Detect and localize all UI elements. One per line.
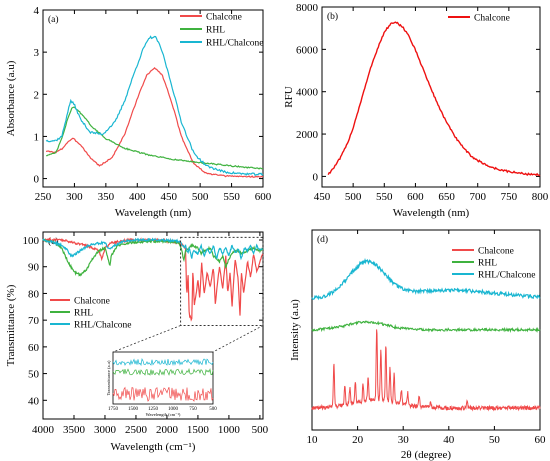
inset-series-line	[112, 386, 214, 402]
panel-label: (a)	[48, 14, 59, 25]
y-tick-label: 100	[23, 235, 40, 247]
x-tick-label: 300	[66, 191, 83, 203]
inset-x-tick-label: 1750	[108, 407, 119, 412]
x-tick-label: 600	[407, 191, 424, 203]
x-tick-label: 4000	[32, 424, 55, 436]
x-tick-label: 600	[255, 191, 272, 203]
legend-label: RHL	[206, 26, 225, 36]
series-line-chalcone	[327, 21, 541, 177]
legend-label: Chalcone	[474, 14, 510, 24]
x-tick-label: 40	[443, 434, 455, 446]
inset-x-axis-label: Wavelength (cm⁻¹)	[146, 412, 181, 417]
x-tick-label: 700	[469, 191, 486, 203]
inset-series-line	[112, 358, 214, 367]
y-tick-label: 4	[34, 5, 40, 17]
series-line-rhl	[42, 238, 264, 277]
inset-x-tick-label: 750	[189, 407, 197, 412]
x-tick-label: 1000	[218, 424, 241, 436]
plot-frame	[321, 6, 541, 188]
legend-label: RHL	[478, 259, 497, 269]
legend-label: Chalcone	[206, 13, 242, 23]
inset-x-tick-label: 500	[209, 407, 217, 412]
legend-label: RHL	[74, 309, 93, 319]
x-axis-label: Wavelength (nm)	[393, 207, 470, 219]
x-tick-label: 500	[252, 424, 269, 436]
series-line-chalcone	[311, 329, 541, 412]
x-tick-label: 500	[345, 191, 362, 203]
x-axis-label: 2θ (degree)	[401, 449, 451, 461]
x-tick-label: 350	[98, 191, 115, 203]
x-tick-label: 3000	[94, 424, 117, 436]
x-tick-label: 30	[398, 434, 410, 446]
y-tick-label: 6000	[296, 44, 319, 56]
x-tick-label: 800	[532, 191, 549, 203]
y-axis-label: Absorbance (a.u)	[5, 60, 17, 136]
x-tick-label: 250	[35, 191, 52, 203]
x-tick-label: 450	[314, 191, 331, 203]
series-line-rhl	[46, 106, 263, 170]
y-tick-label: 0	[34, 174, 40, 186]
zoom-guide-line	[212, 325, 264, 353]
x-tick-label: 550	[223, 191, 240, 203]
x-tick-label: 750	[501, 191, 518, 203]
x-tick-label: 450	[160, 191, 177, 203]
y-axis-label: RFU	[283, 86, 295, 107]
legend-label: RHL/Chalcone	[206, 39, 264, 49]
x-axis-label: Wavelength (nm)	[115, 207, 192, 219]
series-line-rhl-chalcone	[42, 237, 264, 261]
x-tick-label: 500	[192, 191, 209, 203]
inset-x-tick-label: 1500	[128, 407, 139, 412]
inset-x-tick-label: 1250	[148, 407, 159, 412]
x-tick-label: 50	[489, 434, 501, 446]
x-tick-label: 650	[438, 191, 455, 203]
y-axis-label: Intensity (a.u)	[289, 299, 301, 361]
plot-frame	[42, 9, 264, 188]
y-tick-label: 8000	[296, 2, 319, 14]
y-tick-label: 4000	[296, 87, 319, 99]
x-tick-label: 60	[535, 434, 547, 446]
y-tick-label: 0	[313, 171, 319, 183]
y-tick-label: 1	[34, 131, 40, 143]
y-tick-label: 70	[28, 315, 40, 327]
legend-label: RHL/Chalcone	[478, 271, 536, 281]
x-tick-label: 2500	[125, 424, 148, 436]
y-tick-label: 60	[28, 342, 40, 354]
zoom-box	[180, 236, 264, 326]
y-tick-label: 40	[28, 395, 40, 407]
y-axis-label: Transmittance (%)	[5, 284, 17, 366]
panel-label: (b)	[327, 11, 338, 22]
y-tick-label: 2	[34, 89, 40, 101]
y-tick-label: 80	[28, 288, 40, 300]
x-axis-label: Wavelength (cm⁻¹)	[111, 441, 196, 453]
x-tick-label: 2000	[156, 424, 179, 436]
series-line-rhl-chalcone	[311, 257, 541, 301]
x-tick-label: 3500	[63, 424, 86, 436]
legend-label: RHL/Chalcone	[74, 321, 132, 331]
x-tick-label: 10	[307, 434, 319, 446]
x-tick-label: 550	[376, 191, 393, 203]
series-line-rhl	[311, 320, 541, 333]
legend-label: Chalcone	[74, 297, 110, 307]
y-tick-label: 90	[28, 262, 40, 274]
zoom-guide-line	[112, 325, 181, 353]
panel-label: (d)	[317, 234, 328, 245]
series-line-rhl-chalcone	[45, 35, 264, 176]
y-tick-label: 50	[28, 369, 40, 381]
series-line-chalcone	[45, 67, 264, 178]
y-tick-label: 3	[34, 47, 40, 59]
inset-x-tick-label: 1000	[168, 407, 179, 412]
y-tick-label: 2000	[296, 129, 319, 141]
x-tick-label: 20	[352, 434, 364, 446]
x-tick-label: 1500	[187, 424, 210, 436]
inset-series-line	[112, 367, 214, 376]
inset-y-axis-label: Transmittance (a.u)	[106, 360, 111, 396]
x-tick-label: 400	[129, 191, 146, 203]
legend-label: Chalcone	[478, 247, 514, 257]
